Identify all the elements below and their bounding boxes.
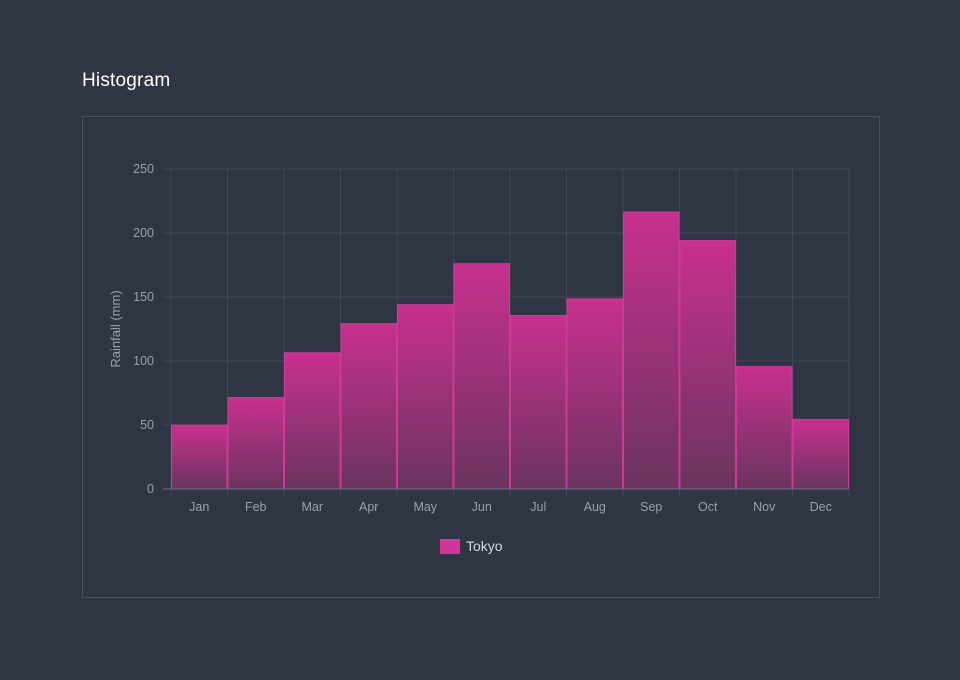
x-tick-label: Jun: [472, 500, 492, 514]
bar-jan[interactable]: [171, 424, 228, 490]
y-tick-label: 100: [133, 354, 154, 368]
bar-feb[interactable]: [227, 396, 284, 490]
bar-nov[interactable]: [736, 366, 793, 490]
y-tick-label: 150: [133, 290, 154, 304]
bar-mar[interactable]: [284, 352, 341, 490]
y-tick-label: 250: [133, 162, 154, 176]
x-tick-label: Mar: [301, 500, 323, 514]
bar-sep[interactable]: [623, 211, 680, 490]
x-tick-label: Dec: [810, 500, 832, 514]
x-tick-label: Oct: [698, 500, 718, 514]
chart-panel: [82, 116, 880, 598]
y-tick-label: 0: [147, 482, 154, 496]
x-tick-label: Sep: [640, 500, 662, 514]
x-tick-label: Jan: [189, 500, 209, 514]
bar-dec[interactable]: [792, 418, 849, 490]
x-tick-label: Apr: [359, 500, 378, 514]
legend[interactable]: Tokyo: [440, 538, 503, 554]
bar-jun[interactable]: [453, 263, 510, 490]
page-title: Histogram: [82, 70, 171, 91]
bar-may[interactable]: [397, 304, 454, 490]
x-tick-label: Nov: [753, 500, 776, 514]
y-axis-title: Rainfall (mm): [108, 290, 123, 367]
legend-label-tokyo: Tokyo: [466, 538, 503, 554]
x-tick-label: May: [413, 500, 437, 514]
bar-jul[interactable]: [510, 314, 567, 490]
tick-labels: 0 50 100 150 200 250 Jan Feb Mar Apr May Jun Jul Aug S…: [133, 162, 832, 514]
bars: [171, 211, 849, 490]
bar-oct[interactable]: [679, 240, 736, 490]
bar-aug[interactable]: [566, 298, 623, 490]
y-tick-label: 200: [133, 226, 154, 240]
y-tick-label: 50: [140, 418, 154, 432]
bar-apr[interactable]: [340, 323, 397, 490]
legend-swatch-tokyo: [440, 538, 460, 554]
x-tick-label: Feb: [245, 500, 267, 514]
x-tick-label: Aug: [584, 500, 606, 514]
x-tick-label: Jul: [530, 500, 546, 514]
